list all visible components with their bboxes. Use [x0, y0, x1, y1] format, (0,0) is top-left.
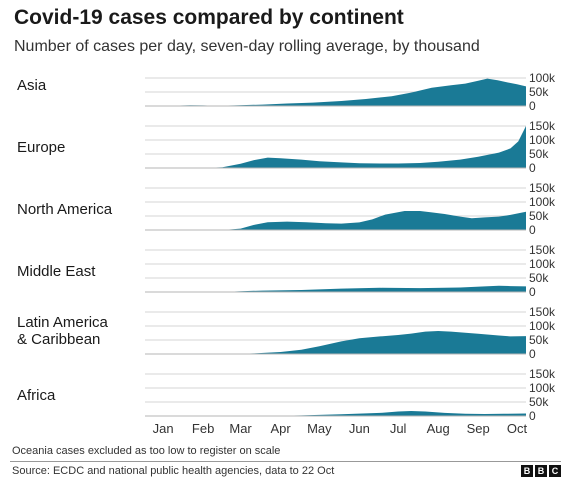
middle-east-y-tick-label: 100k: [529, 257, 556, 271]
europe-y-tick-label: 100k: [529, 133, 556, 147]
latin-america-caribbean-area: [145, 331, 526, 354]
chart-title: Covid-19 cases compared by continent: [14, 6, 404, 29]
small-multiples-area-chart: 050k100kAsia050k100k150kEurope050k100k15…: [17, 71, 556, 436]
footer-divider: [10, 461, 561, 462]
africa-area: [145, 411, 526, 416]
europe-y-tick-label: 150k: [529, 119, 556, 133]
europe-y-tick-label: 0: [529, 161, 536, 175]
bbc-logo-letter-b2: B: [535, 465, 547, 477]
latin-america-caribbean-y-tick-label: 150k: [529, 305, 556, 319]
africa-y-tick-label: 50k: [529, 395, 549, 409]
asia-y-tick-label: 100k: [529, 71, 556, 85]
latin-america-caribbean-label: Latin America & Caribbean: [17, 314, 109, 348]
x-tick-label-jun: Jun: [349, 421, 370, 436]
europe-label: Europe: [17, 139, 65, 156]
north-america-y-tick-label: 150k: [529, 181, 556, 195]
x-tick-label-oct: Oct: [507, 421, 528, 436]
bbc-logo: B B C: [521, 465, 561, 477]
x-tick-label-jul: Jul: [390, 421, 407, 436]
latin-america-caribbean-y-tick-label: 100k: [529, 319, 556, 333]
chart-subtitle: Number of cases per day, seven-day rolli…: [14, 38, 480, 55]
source-text: Source: ECDC and national public health …: [12, 465, 335, 477]
north-america-area: [145, 211, 526, 230]
bbc-logo-letter-b1: B: [521, 465, 533, 477]
x-tick-label-may: May: [307, 421, 332, 436]
latin-america-caribbean-y-tick-label: 50k: [529, 333, 549, 347]
x-tick-label-aug: Aug: [427, 421, 450, 436]
x-tick-label-sep: Sep: [467, 421, 490, 436]
asia-y-tick-label: 50k: [529, 85, 549, 99]
footnote: Oceania cases excluded as too low to reg…: [12, 445, 281, 457]
europe-area: [145, 126, 526, 168]
x-tick-label-feb: Feb: [192, 421, 214, 436]
x-tick-label-apr: Apr: [270, 421, 291, 436]
middle-east-area: [145, 285, 526, 292]
north-america-label: North America: [17, 201, 113, 218]
middle-east-y-tick-label: 50k: [529, 271, 549, 285]
asia-y-tick-label: 0: [529, 99, 536, 113]
north-america-y-tick-label: 100k: [529, 195, 556, 209]
africa-label: Africa: [17, 387, 56, 404]
middle-east-y-tick-label: 150k: [529, 243, 556, 257]
x-tick-label-jan: Jan: [153, 421, 174, 436]
europe-y-tick-label: 50k: [529, 147, 549, 161]
bbc-logo-letter-c: C: [549, 465, 561, 477]
north-america-y-tick-label: 0: [529, 223, 536, 237]
africa-y-tick-label: 0: [529, 409, 536, 423]
middle-east-label: Middle East: [17, 263, 96, 280]
x-tick-label-mar: Mar: [229, 421, 252, 436]
middle-east-y-tick-label: 0: [529, 285, 536, 299]
asia-label: Asia: [17, 77, 47, 94]
africa-y-tick-label: 150k: [529, 367, 556, 381]
latin-america-caribbean-y-tick-label: 0: [529, 347, 536, 361]
north-america-y-tick-label: 50k: [529, 209, 549, 223]
asia-area: [145, 78, 526, 106]
africa-y-tick-label: 100k: [529, 381, 556, 395]
